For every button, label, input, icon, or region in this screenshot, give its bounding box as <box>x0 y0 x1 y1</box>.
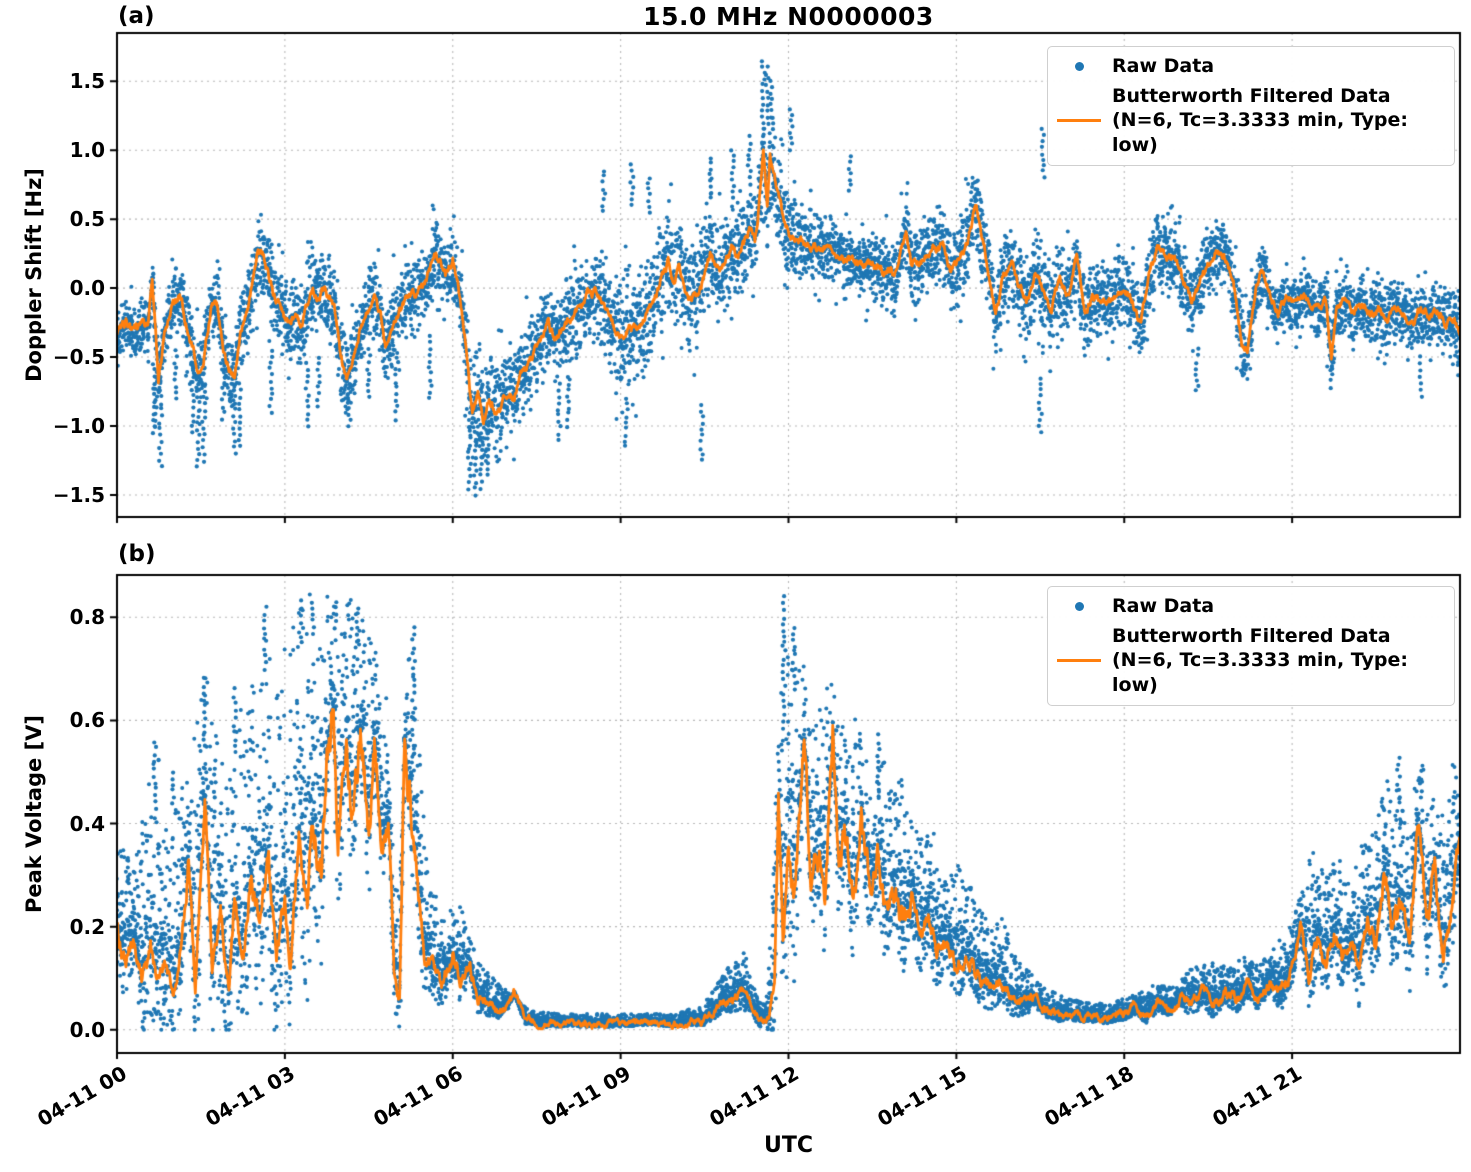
panel-a-label: (a) <box>118 3 155 29</box>
y-tick-label: 1.5 <box>69 69 105 94</box>
y-tick-label: 1.0 <box>69 138 105 163</box>
y-tick-label: 0.0 <box>69 276 105 301</box>
y-tick-label: −0.5 <box>52 345 105 370</box>
filtered-line-marker-icon <box>1056 119 1102 123</box>
legend-filtered-label: Butterworth Filtered Data (N=6, Tc=3.333… <box>1112 624 1408 697</box>
y-tick-label: 0.0 <box>69 1017 105 1042</box>
raw-data-marker-icon <box>1056 61 1102 71</box>
x-axis-label: UTC <box>763 1133 814 1158</box>
legend-panel-b: Raw Data Butterworth Filtered Data (N=6,… <box>1047 586 1455 706</box>
legend-entry-filtered: Butterworth Filtered Data (N=6, Tc=3.333… <box>1056 624 1444 698</box>
legend-filtered-label: Butterworth Filtered Data (N=6, Tc=3.333… <box>1112 84 1408 157</box>
legend-entry-raw: Raw Data <box>1056 54 1444 79</box>
y-tick-label: 0.5 <box>69 207 105 232</box>
y-tick-label: −1.5 <box>52 482 105 507</box>
legend-entry-filtered: Butterworth Filtered Data (N=6, Tc=3.333… <box>1056 84 1444 158</box>
legend-panel-a: Raw Data Butterworth Filtered Data (N=6,… <box>1047 46 1455 166</box>
y-tick-label: 0.2 <box>69 914 105 939</box>
y-tick-label: 0.6 <box>69 708 105 733</box>
y-tick-label: 0.8 <box>69 605 105 630</box>
raw-data-marker-icon <box>1056 601 1102 611</box>
filtered-line-marker-icon <box>1056 659 1102 663</box>
y-tick-label: −1.0 <box>52 413 105 438</box>
panel-b-label: (b) <box>118 541 156 567</box>
legend-raw-label: Raw Data <box>1112 55 1215 77</box>
y-tick-label: 0.4 <box>69 811 105 836</box>
legend-raw-label: Raw Data <box>1112 595 1215 617</box>
legend-entry-raw: Raw Data <box>1056 594 1444 619</box>
figure-title: 15.0 MHz N0000003 <box>643 2 934 31</box>
